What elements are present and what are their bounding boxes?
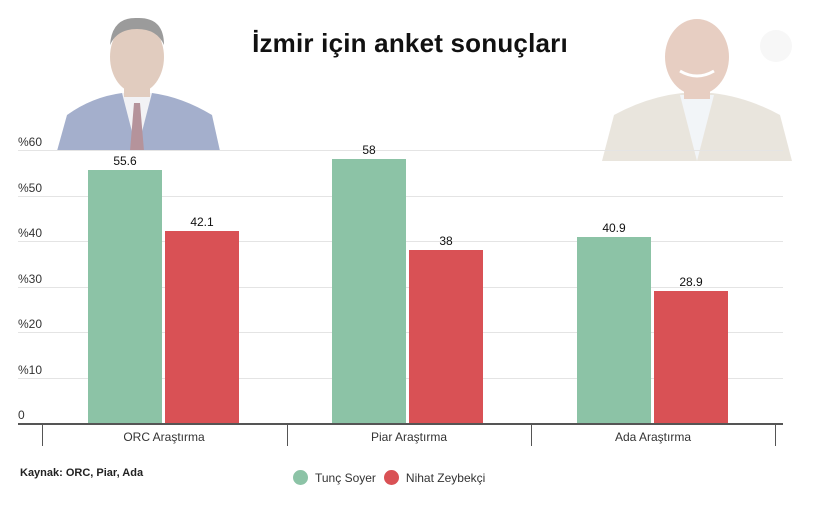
source-note: Kaynak: ORC, Piar, Ada [20,467,144,479]
y-tick-label: %40 [18,226,43,240]
bar-ada-tunc-soyer [577,237,651,423]
value-label: 55.6 [113,154,137,168]
y-tick-label: %20 [18,317,43,331]
x-axis-tick [287,424,288,446]
gridline-60 [18,150,783,151]
category-label-orc: ORC Araştırma [123,430,205,444]
legend-dot-icon [383,470,399,485]
y-tick-label: %50 [18,181,43,195]
value-label: 40.9 [602,221,626,235]
legend-label: Nihat Zeybekçi [405,470,486,485]
y-tick-label: 0 [18,408,25,422]
y-tick-label: %60 [18,135,43,149]
x-axis-tick [775,424,776,446]
legend-dot-icon [293,470,308,485]
bar-piar-nihat-zeybekci [409,250,483,423]
nihat-zeybekci-photo [57,17,220,151]
value-label: 28.9 [679,275,703,289]
category-label-ada: Ada Araştırma [614,430,692,444]
value-label: 58 [362,143,376,157]
y-tick-label: %30 [18,272,43,286]
y-tick-label: %10 [18,363,43,377]
x-axis-tick [531,424,532,446]
tunc-soyer-photo [602,19,792,161]
decorative-circle [760,30,792,62]
legend-label: Tunç Soyer [315,470,376,485]
legend-item-nihat-zeybekci[interactable]: Nihat Zeybekçi [383,470,486,485]
value-label: 42.1 [190,215,214,229]
bar-piar-tunc-soyer [332,159,406,423]
value-label: 38 [439,234,453,248]
legend: Tunç Soyer Nihat Zeybekçi [293,470,493,485]
category-label-piar: Piar Araştırma [370,430,448,444]
bar-orc-nihat-zeybekci [165,231,239,423]
bar-ada-nihat-zeybekci [654,291,728,423]
bar-orc-tunc-soyer [88,170,162,423]
x-axis [18,423,783,425]
x-axis-tick [42,424,43,446]
chart-title: İzmir için anket sonuçları [252,28,568,58]
legend-item-tunc-soyer[interactable]: Tunç Soyer [293,470,376,485]
